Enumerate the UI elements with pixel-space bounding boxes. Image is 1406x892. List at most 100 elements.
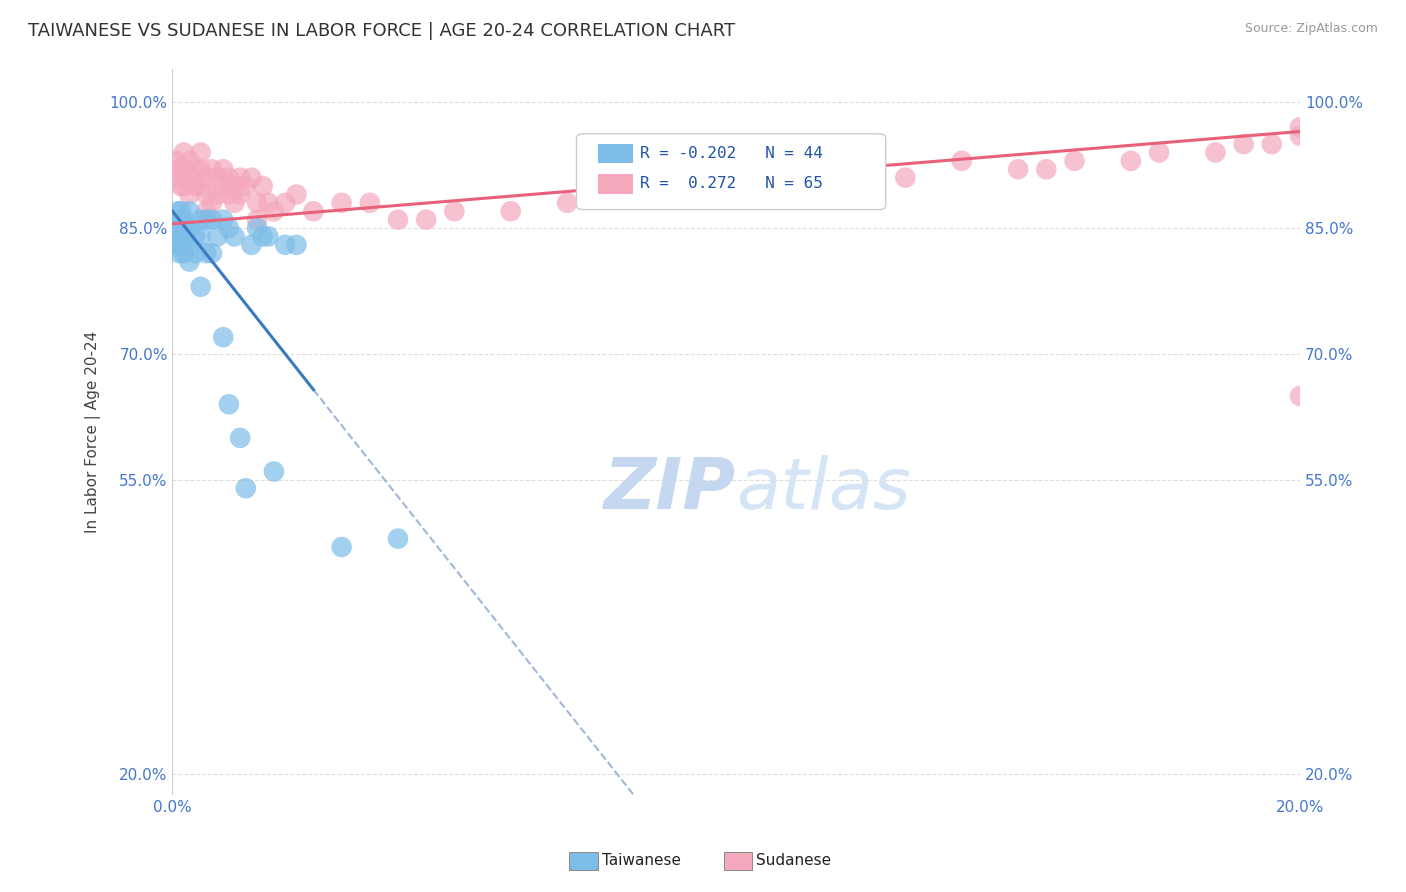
- Point: [1289, 120, 1312, 135]
- Point: [201, 162, 224, 177]
- Point: [229, 170, 252, 185]
- Point: [201, 195, 224, 210]
- Point: [212, 330, 235, 344]
- Point: [179, 170, 201, 185]
- Point: [894, 170, 917, 185]
- Point: [1119, 153, 1142, 168]
- Point: [443, 204, 465, 219]
- Point: [302, 204, 325, 219]
- Point: [165, 153, 187, 168]
- Point: [190, 280, 212, 294]
- Point: [263, 465, 285, 479]
- Point: [235, 481, 257, 495]
- Point: [179, 237, 201, 252]
- Point: [167, 170, 190, 185]
- Point: [257, 229, 280, 244]
- Text: R = -0.202   N = 44: R = -0.202 N = 44: [640, 146, 823, 161]
- Point: [229, 187, 252, 202]
- Point: [285, 187, 308, 202]
- Point: [246, 212, 269, 227]
- Point: [240, 237, 263, 252]
- Point: [782, 170, 804, 185]
- Point: [218, 397, 240, 411]
- Point: [235, 179, 257, 194]
- Text: atlas: atlas: [737, 455, 911, 524]
- Point: [179, 204, 201, 219]
- Point: [190, 162, 212, 177]
- Point: [224, 229, 246, 244]
- Point: [274, 195, 297, 210]
- Point: [184, 229, 207, 244]
- Point: [1289, 128, 1312, 143]
- Point: [195, 212, 218, 227]
- Point: [224, 179, 246, 194]
- Point: [195, 170, 218, 185]
- Point: [166, 237, 188, 252]
- Point: [1289, 389, 1312, 403]
- Point: [170, 229, 193, 244]
- Point: [499, 204, 522, 219]
- Point: [173, 229, 195, 244]
- Point: [218, 221, 240, 235]
- Text: Sudanese: Sudanese: [756, 854, 831, 868]
- Point: [190, 229, 212, 244]
- Point: [170, 221, 193, 235]
- Point: [218, 187, 240, 202]
- Point: [167, 221, 190, 235]
- Point: [612, 187, 634, 202]
- Point: [207, 187, 229, 202]
- Point: [330, 540, 353, 554]
- Text: Taiwanese: Taiwanese: [602, 854, 681, 868]
- Point: [285, 237, 308, 252]
- Point: [240, 170, 263, 185]
- Point: [179, 187, 201, 202]
- Point: [212, 179, 235, 194]
- Point: [173, 162, 195, 177]
- Point: [190, 212, 212, 227]
- Point: [170, 179, 193, 194]
- Point: [167, 237, 190, 252]
- Text: ZIP: ZIP: [605, 455, 737, 524]
- Point: [190, 179, 212, 194]
- Point: [387, 212, 409, 227]
- Point: [173, 145, 195, 160]
- Text: Source: ZipAtlas.com: Source: ZipAtlas.com: [1244, 22, 1378, 36]
- Point: [252, 179, 274, 194]
- Point: [212, 162, 235, 177]
- Point: [387, 532, 409, 546]
- Point: [212, 212, 235, 227]
- Point: [179, 254, 201, 268]
- Point: [224, 195, 246, 210]
- Point: [1233, 137, 1256, 152]
- Point: [195, 204, 218, 219]
- Point: [173, 179, 195, 194]
- Point: [252, 229, 274, 244]
- Point: [167, 246, 190, 260]
- Point: [246, 195, 269, 210]
- Point: [195, 246, 218, 260]
- Point: [165, 212, 187, 227]
- Point: [415, 212, 437, 227]
- Point: [274, 237, 297, 252]
- Point: [201, 212, 224, 227]
- Point: [179, 221, 201, 235]
- Y-axis label: In Labor Force | Age 20-24: In Labor Force | Age 20-24: [86, 330, 101, 533]
- Point: [170, 204, 193, 219]
- Point: [1261, 137, 1284, 152]
- Point: [173, 212, 195, 227]
- Point: [184, 246, 207, 260]
- Point: [725, 170, 748, 185]
- Point: [1147, 145, 1170, 160]
- Point: [1204, 145, 1226, 160]
- Point: [184, 179, 207, 194]
- Point: [195, 187, 218, 202]
- Point: [176, 221, 198, 235]
- Point: [229, 431, 252, 445]
- Point: [207, 170, 229, 185]
- Text: R =  0.272   N = 65: R = 0.272 N = 65: [640, 177, 823, 191]
- Point: [330, 195, 353, 210]
- Point: [207, 229, 229, 244]
- Point: [257, 195, 280, 210]
- Text: TAIWANESE VS SUDANESE IN LABOR FORCE | AGE 20-24 CORRELATION CHART: TAIWANESE VS SUDANESE IN LABOR FORCE | A…: [28, 22, 735, 40]
- Point: [184, 162, 207, 177]
